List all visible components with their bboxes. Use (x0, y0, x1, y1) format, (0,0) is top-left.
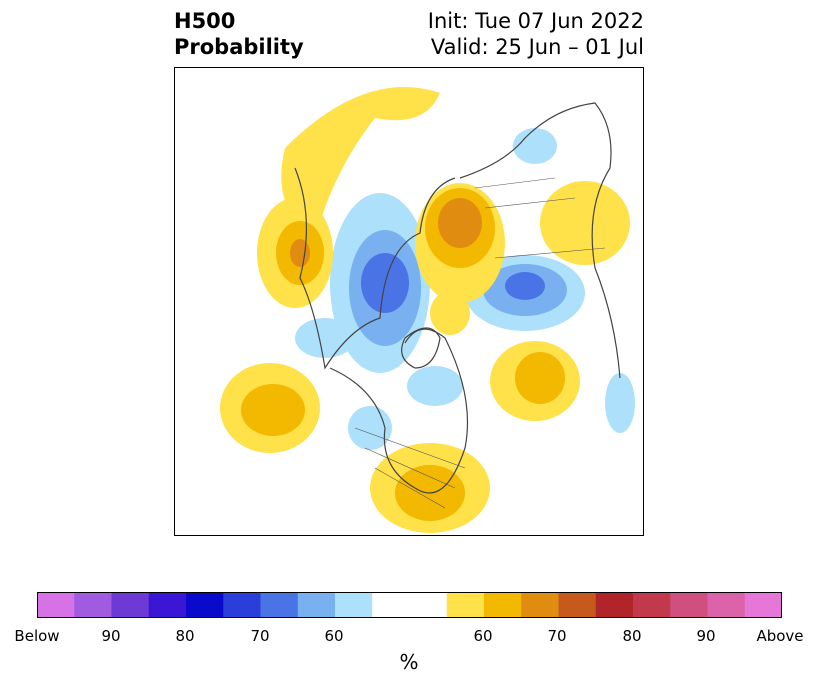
coastline-asia (459, 102, 621, 379)
above-anomaly-north-atlantic-mid (241, 384, 305, 436)
colorbar-swatch (707, 592, 746, 618)
border-lines-asia (474, 177, 606, 259)
tick-label-above: Above (756, 627, 804, 645)
below-anomaly-great-lakes (407, 366, 463, 406)
map-panel (174, 67, 644, 536)
colorbar-swatch (297, 592, 336, 618)
colorbar-swatch (595, 592, 634, 618)
above-anomaly-arctic-small (430, 291, 470, 335)
below-anomaly-atlantic (605, 373, 635, 433)
tick-label-above-90: 90 (696, 627, 716, 645)
tick-label-above-60: 60 (473, 627, 493, 645)
colorbar-swatch (111, 592, 150, 618)
map-title: H500 Probability (174, 8, 304, 60)
colorbar-swatch (223, 592, 261, 618)
colorbar-swatch (484, 592, 522, 618)
borders (354, 177, 606, 509)
colorbar-swatch (74, 592, 112, 618)
title-line-1: H500 (174, 9, 236, 33)
tick-label-below-60: 60 (324, 627, 344, 645)
colorbar-unit: % (399, 650, 419, 674)
tick-label-above-70: 70 (547, 627, 567, 645)
colorbar-swatch (558, 592, 597, 618)
forecast-dates: Init: Tue 07 Jun 2022 Valid: 25 Jun – 01… (428, 8, 644, 60)
colorbar (37, 592, 782, 618)
colorbar-swatch (37, 592, 75, 618)
tick-label-above-80: 80 (622, 627, 642, 645)
colorbar-swatch (186, 592, 224, 618)
above-anomaly-alaska-mid (515, 352, 565, 404)
colorbar-swatch (744, 592, 782, 618)
colorbar-swatch (633, 592, 671, 618)
above-anomaly-east-asia (540, 181, 630, 265)
coastline-europe (294, 167, 456, 370)
init-date: Init: Tue 07 Jun 2022 (427, 9, 644, 33)
tick-label-below-80: 80 (175, 627, 195, 645)
colorbar-swatch (372, 592, 410, 618)
above-anomaly-scandinavia (281, 87, 440, 238)
colorbar-swatch (670, 592, 708, 618)
coastline-north-america (329, 328, 469, 494)
below-anomaly-pacific (295, 318, 355, 358)
border-lines-us (354, 427, 466, 509)
colorbar-swatch (148, 592, 187, 618)
above-anomaly-europe-core (290, 239, 310, 267)
below-anomaly-canada-core (505, 272, 545, 300)
above-anomaly-russia-core (438, 198, 482, 248)
colorbar-swatch (260, 592, 299, 618)
coastline-greenland (401, 327, 441, 369)
probability-map (220, 87, 635, 533)
tick-label-below-90: 90 (101, 627, 121, 645)
tick-label-below: Below (14, 627, 60, 645)
tick-label-below-70: 70 (250, 627, 270, 645)
above-normal-anomalies (220, 87, 630, 533)
valid-date: Valid: 25 Jun – 01 Jul (430, 35, 644, 59)
colorbar-outline (37, 592, 782, 618)
title-line-2: Probability (174, 35, 304, 59)
coastlines (294, 102, 621, 494)
colorbar-swatch (335, 592, 373, 618)
colorbar-swatch (446, 592, 485, 618)
colorbar-swatch (409, 592, 448, 618)
colorbar-swatch (521, 592, 559, 618)
below-anomaly-arctic (513, 128, 557, 164)
